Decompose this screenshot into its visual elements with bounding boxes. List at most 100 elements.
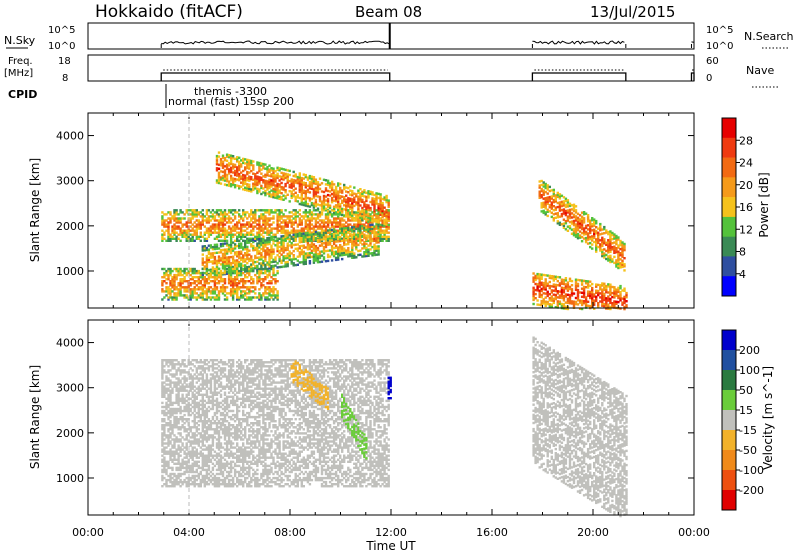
power-cell <box>246 241 249 244</box>
power-cell <box>203 267 206 271</box>
power-cell <box>552 217 555 220</box>
power-cell <box>278 175 281 178</box>
power-cell <box>314 217 318 220</box>
power-cell <box>201 278 204 281</box>
power-cell <box>233 163 237 167</box>
power-cell <box>219 239 223 242</box>
velocity-cell <box>169 474 172 478</box>
power-cell <box>355 248 358 251</box>
power-cell <box>322 190 326 194</box>
power-cell <box>599 249 602 252</box>
power-cell <box>248 175 251 178</box>
power-cell <box>574 225 578 228</box>
power-cell <box>302 244 305 247</box>
power-cell <box>282 178 285 181</box>
power-cell <box>175 286 178 289</box>
power-cell <box>227 276 231 279</box>
power-cell <box>209 286 213 289</box>
power-cell <box>231 296 235 299</box>
power-cell <box>316 213 320 216</box>
power-cell <box>173 233 176 236</box>
power-cell <box>361 219 364 222</box>
power-cell <box>341 225 344 228</box>
power-cell <box>377 204 380 208</box>
power-cell <box>343 251 346 254</box>
power-cell <box>258 163 261 167</box>
power-cell <box>377 221 380 224</box>
power-cell <box>229 168 233 172</box>
velocity-cell <box>179 411 182 415</box>
power-cell <box>568 204 572 208</box>
power-cell <box>223 179 227 182</box>
power-cell <box>330 236 334 240</box>
power-cell <box>605 241 608 244</box>
power-cell <box>605 289 608 292</box>
power-cell <box>223 175 227 178</box>
power-cell <box>312 180 316 183</box>
power-cell <box>603 225 606 229</box>
power-cell <box>276 182 279 186</box>
power-cell <box>280 237 283 240</box>
power-cell <box>219 227 223 230</box>
power-cell <box>246 296 249 299</box>
power-cell <box>328 204 332 207</box>
power-cell <box>185 225 188 228</box>
power-cell <box>353 230 356 233</box>
power-cell <box>268 259 271 262</box>
power-cell <box>601 254 604 258</box>
velocity-cell <box>169 452 172 455</box>
power-cell <box>540 287 543 291</box>
power-cell <box>605 303 608 306</box>
power-cell <box>609 244 612 247</box>
power-cell <box>351 212 354 215</box>
power-cell <box>566 301 570 305</box>
power-cell <box>373 253 376 257</box>
power-cell <box>256 187 259 191</box>
power-cell <box>223 278 227 281</box>
power-cell <box>621 301 624 304</box>
power-cell <box>621 243 624 246</box>
power-cell <box>266 170 269 173</box>
power-cell <box>334 221 338 224</box>
power-cell <box>546 274 549 277</box>
power-cell <box>564 305 568 308</box>
power-cell <box>586 294 590 297</box>
velocity-cell <box>183 428 186 431</box>
power-cell <box>250 231 253 234</box>
power-cell <box>179 217 182 220</box>
power-cell <box>201 235 204 238</box>
power-cell <box>290 225 293 228</box>
power-cell <box>552 219 555 222</box>
power-cell <box>207 235 211 238</box>
power-cell <box>552 283 555 286</box>
velocity-cell <box>177 383 180 386</box>
power-cell <box>211 248 215 251</box>
power-cell <box>296 215 299 218</box>
power-cell <box>225 221 229 224</box>
power-cell <box>256 238 259 241</box>
power-cell <box>574 282 578 285</box>
power-cell <box>601 248 604 252</box>
power-cell <box>377 206 380 210</box>
power-cell <box>268 190 271 194</box>
power-cell <box>205 290 209 293</box>
power-cell <box>254 296 257 299</box>
velocity-cell <box>165 411 168 415</box>
velocity-cell <box>177 391 180 394</box>
power-cell <box>582 285 586 289</box>
power-cell <box>223 169 227 172</box>
power-cell <box>615 288 618 291</box>
power-cell <box>280 229 283 232</box>
power-cell <box>250 161 253 165</box>
power-cell <box>328 243 332 246</box>
power-cell <box>367 225 370 228</box>
power-cell <box>191 217 194 220</box>
power-cell <box>538 275 541 278</box>
power-cell <box>556 193 559 197</box>
power-cell <box>554 198 557 201</box>
power-cell <box>201 247 204 250</box>
power-cell <box>298 182 301 185</box>
power-cell <box>173 215 176 218</box>
power-cell <box>599 229 602 232</box>
velocity-cell <box>181 448 184 451</box>
